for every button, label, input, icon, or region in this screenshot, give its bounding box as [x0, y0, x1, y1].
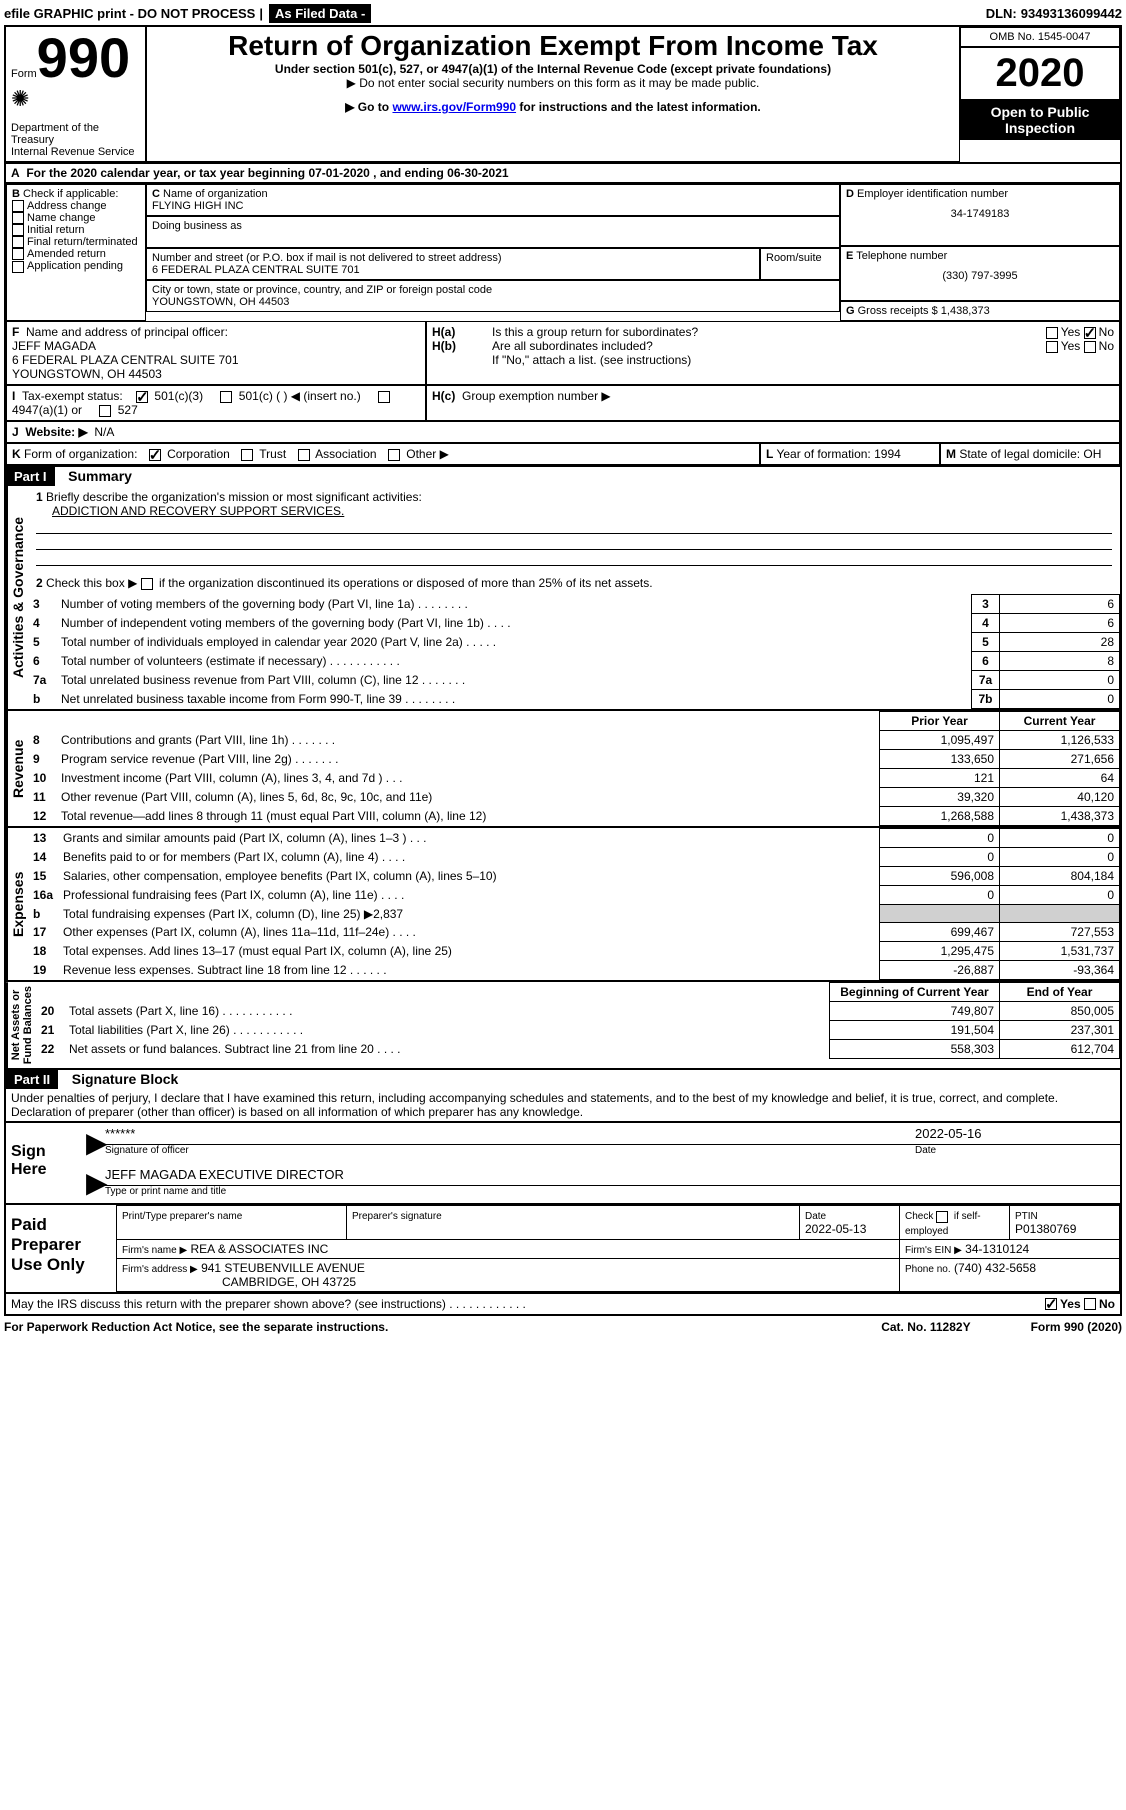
chk-trust[interactable] — [241, 449, 253, 461]
chk-other[interactable] — [388, 449, 400, 461]
omb-number: OMB No. 1545-0047 — [960, 27, 1120, 47]
chk-final-return[interactable] — [12, 236, 24, 248]
discuss-no[interactable] — [1084, 1298, 1096, 1310]
firm-phone: (740) 432-5658 — [954, 1261, 1036, 1275]
chk-amended[interactable] — [12, 248, 24, 260]
chk-501c[interactable] — [220, 391, 232, 403]
part1-title: Summary — [58, 468, 132, 484]
ha-yes[interactable] — [1046, 327, 1058, 339]
b-label: Check if applicable: — [23, 188, 118, 200]
form-subtitle-1: Under section 501(c), 527, or 4947(a)(1)… — [152, 62, 954, 76]
part2-label: Part II — [6, 1070, 58, 1089]
org-street: 6 FEDERAL PLAZA CENTRAL SUITE 701 — [152, 264, 360, 276]
revenue-table: Prior YearCurrent Year8Contributions and… — [28, 711, 1120, 826]
net-assets-table: Beginning of Current YearEnd of Year20To… — [36, 982, 1120, 1059]
efile-text: efile GRAPHIC print - DO NOT PROCESS — [4, 6, 255, 21]
officer-addr2: YOUNGSTOWN, OH 44503 — [12, 367, 162, 381]
ein: 34-1749183 — [846, 208, 1114, 220]
discuss-question: May the IRS discuss this return with the… — [11, 1297, 1045, 1311]
open-to-public: Open to Public Inspection — [960, 100, 1120, 140]
form-title: Return of Organization Exempt From Incom… — [152, 30, 954, 62]
sign-here-label: Sign Here — [6, 1123, 86, 1203]
sig-date: 2022-05-16 — [915, 1126, 1115, 1141]
state-domicile: OH — [1083, 447, 1101, 461]
officer-addr1: 6 FEDERAL PLAZA CENTRAL SUITE 701 — [12, 353, 239, 367]
tax-year: 2020 — [960, 47, 1120, 100]
irs-link[interactable]: www.irs.gov/Form990 — [392, 100, 516, 114]
form-prefix: Form — [11, 68, 37, 80]
hb-no[interactable] — [1084, 341, 1096, 353]
irs-label: Internal Revenue Service — [11, 146, 140, 158]
chk-discontinued[interactable] — [141, 578, 153, 590]
website: N/A — [94, 425, 114, 439]
vert-expenses: Expenses — [6, 828, 28, 980]
goto-prefix: ▶ Go to — [345, 100, 392, 114]
chk-initial-return[interactable] — [12, 224, 24, 236]
firm-addr2: CAMBRIDGE, OH 43725 — [222, 1275, 356, 1289]
year-formation: 1994 — [874, 447, 901, 461]
paid-preparer-label: Paid Preparer Use Only — [6, 1205, 116, 1291]
chk-self-employed[interactable] — [936, 1211, 948, 1223]
firm-addr1: 941 STEUBENVILLE AVENUE — [201, 1261, 365, 1275]
vert-revenue: Revenue — [6, 711, 28, 826]
vert-governance: Activities & Governance — [6, 486, 28, 709]
governance-table: 3Number of voting members of the governi… — [28, 594, 1120, 709]
org-name: FLYING HIGH INC — [152, 200, 243, 212]
chk-501c3[interactable] — [136, 391, 148, 403]
as-filed-label: As Filed Data - — [269, 4, 371, 23]
line-a: A For the 2020 calendar year, or tax yea… — [6, 162, 1120, 182]
phone: (330) 797-3995 — [846, 270, 1114, 282]
gross-receipts: 1,438,373 — [941, 305, 990, 317]
sig-stars: ****** — [105, 1126, 915, 1141]
prep-date: 2022-05-13 — [805, 1222, 866, 1236]
form-subtitle-2: ▶ Do not enter social security numbers o… — [152, 76, 954, 90]
chk-4947[interactable] — [378, 391, 390, 403]
cat-no: Cat. No. 11282Y — [881, 1320, 970, 1334]
dept-treasury: Department of the Treasury — [11, 122, 140, 146]
goto-suffix: for instructions and the latest informat… — [516, 100, 761, 114]
dln-value: 93493136099442 — [1021, 6, 1122, 21]
pra-notice: For Paperwork Reduction Act Notice, see … — [4, 1320, 388, 1334]
mission: ADDICTION AND RECOVERY SUPPORT SERVICES. — [52, 504, 1112, 518]
hb-yes[interactable] — [1046, 341, 1058, 353]
dln-label: DLN: — [986, 6, 1017, 21]
ptin: P01380769 — [1015, 1222, 1076, 1236]
part1-label: Part I — [6, 467, 55, 486]
chk-assoc[interactable] — [298, 449, 310, 461]
org-city: YOUNGSTOWN, OH 44503 — [152, 296, 289, 308]
chk-corp[interactable] — [149, 449, 161, 461]
expenses-table: 13Grants and similar amounts paid (Part … — [28, 828, 1120, 980]
discuss-yes[interactable] — [1045, 1298, 1057, 1310]
chk-527[interactable] — [99, 405, 111, 417]
ha-no[interactable] — [1084, 327, 1096, 339]
vert-net-assets: Net Assets orFund Balances — [6, 982, 36, 1068]
form-number: 990 — [37, 26, 130, 89]
chk-address-change[interactable] — [12, 200, 24, 212]
header-bar: efile GRAPHIC print - DO NOT PROCESS | A… — [4, 4, 1122, 23]
officer-name: JEFF MAGADA — [12, 339, 96, 353]
firm-ein: 34-1310124 — [965, 1242, 1029, 1256]
chk-name-change[interactable] — [12, 212, 24, 224]
part2-title: Signature Block — [62, 1071, 179, 1087]
chk-application-pending[interactable] — [12, 261, 24, 273]
perjury-declaration: Under penalties of perjury, I declare th… — [6, 1089, 1120, 1121]
officer-sig-name: JEFF MAGADA EXECUTIVE DIRECTOR — [100, 1164, 1120, 1186]
firm-name: REA & ASSOCIATES INC — [191, 1242, 329, 1256]
